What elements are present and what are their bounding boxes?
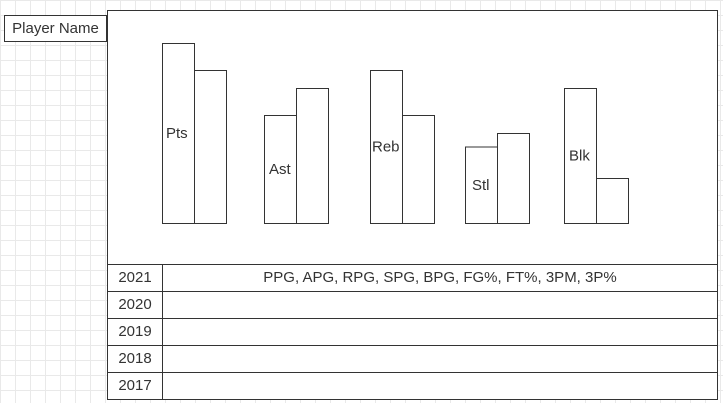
year-cell: 2019: [107, 318, 163, 346]
stats-cell: [162, 318, 718, 346]
bar-stl-1: [465, 146, 498, 224]
bar-stl-2: [497, 133, 530, 224]
bar-blk-1: [564, 88, 597, 224]
year-cell: 2017: [107, 372, 163, 400]
bar-ast-1: [264, 115, 297, 224]
stat-label-pts: Pts: [166, 125, 188, 142]
stats-cell: [162, 345, 718, 373]
bar-blk-2: [596, 178, 629, 224]
player-name-box: Player Name: [4, 15, 107, 42]
table-row: 2021 PPG, APG, RPG, SPG, BPG, FG%, FT%, …: [107, 264, 718, 292]
bar-reb-2: [402, 115, 435, 224]
bar-ast-2: [296, 88, 329, 224]
year-cell: 2020: [107, 291, 163, 319]
table-row: 2018: [107, 345, 718, 373]
stat-label-stl: Stl: [472, 177, 490, 194]
stats-bar-chart: Pts Ast Reb Stl Blk: [162, 43, 629, 224]
stat-label-ast: Ast: [269, 161, 292, 178]
season-stats-table: 2021 PPG, APG, RPG, SPG, BPG, FG%, FT%, …: [107, 264, 718, 400]
stats-cell: [162, 291, 718, 319]
stat-label-blk: Blk: [569, 148, 590, 165]
year-cell: 2021: [107, 264, 163, 292]
table-row: 2019: [107, 318, 718, 346]
year-cell: 2018: [107, 345, 163, 373]
stat-label-reb: Reb: [372, 139, 400, 156]
bar-pts-2: [194, 70, 227, 224]
stats-cell: [162, 372, 718, 400]
bar-pts-1: [162, 43, 195, 224]
stats-cell: PPG, APG, RPG, SPG, BPG, FG%, FT%, 3PM, …: [162, 264, 718, 292]
table-row: 2017: [107, 372, 718, 400]
player-name-label: Player Name: [12, 20, 99, 37]
bar-reb-1: [370, 70, 403, 224]
table-row: 2020: [107, 291, 718, 319]
